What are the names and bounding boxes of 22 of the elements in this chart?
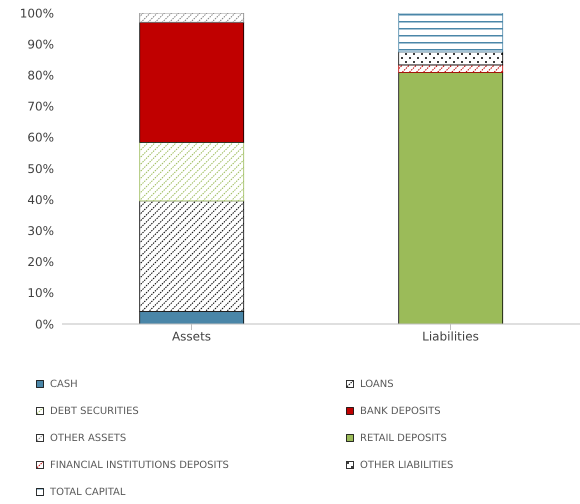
legend-label: DEBT SECURITIES <box>50 406 139 416</box>
y-tick-label: 60% <box>27 130 54 145</box>
legend-label: CASH <box>50 378 78 390</box>
x-tick-label: Liabilities <box>422 330 479 344</box>
legend-label: OTHER LIABILITIES <box>360 460 454 470</box>
y-tick-label: 30% <box>27 224 54 238</box>
y-tick-label: 70% <box>27 100 54 114</box>
legend-label: TOTAL CAPITAL <box>50 486 126 498</box>
y-tick-label: 80% <box>27 68 54 82</box>
legend-label: BANK DEPOSITS <box>360 406 441 416</box>
legend-label: OTHER ASSETS <box>50 432 126 444</box>
x-tick-label: Assets <box>172 330 212 344</box>
legend-label: RETAIL DEPOSITS <box>360 432 447 444</box>
y-tick-label: 50% <box>27 162 54 176</box>
legend-label: LOANS <box>360 378 394 390</box>
y-tick-label: 90% <box>27 37 54 52</box>
y-tick-label: 20% <box>27 255 54 270</box>
y-tick-label: 40% <box>27 192 54 207</box>
y-tick-label: 0% <box>34 317 54 332</box>
legend-label: FINANCIAL INSTITUTIONS DEPOSITS <box>50 460 229 470</box>
y-tick-label: 100% <box>20 6 54 20</box>
y-tick-label: 10% <box>27 286 54 300</box>
